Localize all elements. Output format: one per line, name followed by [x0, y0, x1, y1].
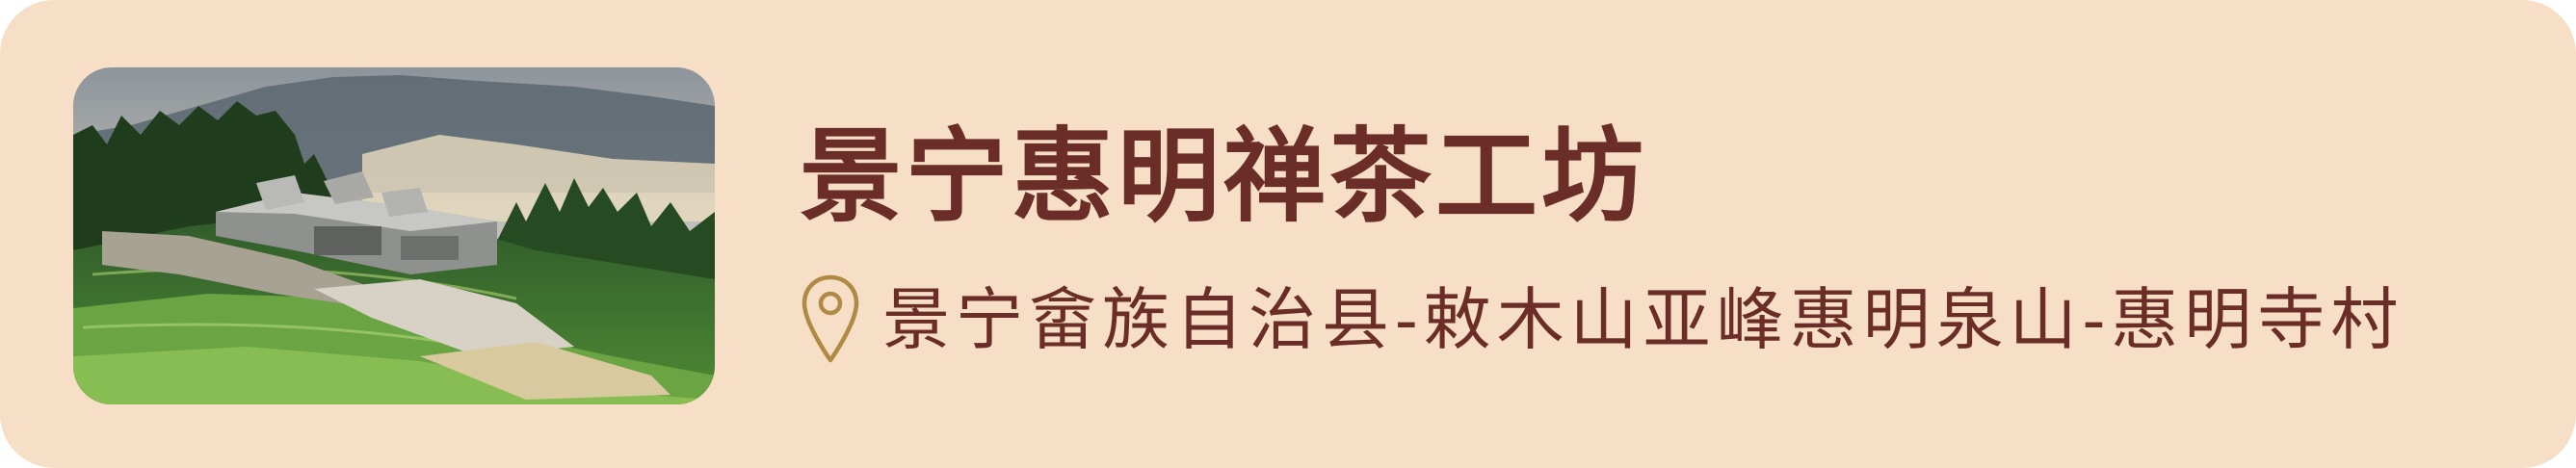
place-title: 景宁惠明禅茶工坊: [800, 116, 1647, 236]
place-photo: [73, 67, 715, 404]
address-row: 景宁畲族自治县-敕木山亚峰惠明泉山-惠明寺村: [800, 272, 2404, 368]
location-pin-icon: [800, 273, 861, 366]
tea-workshop-landscape-image: [73, 67, 715, 404]
place-address: 景宁畲族自治县-敕木山亚峰惠明泉山-惠明寺村: [882, 280, 2405, 359]
